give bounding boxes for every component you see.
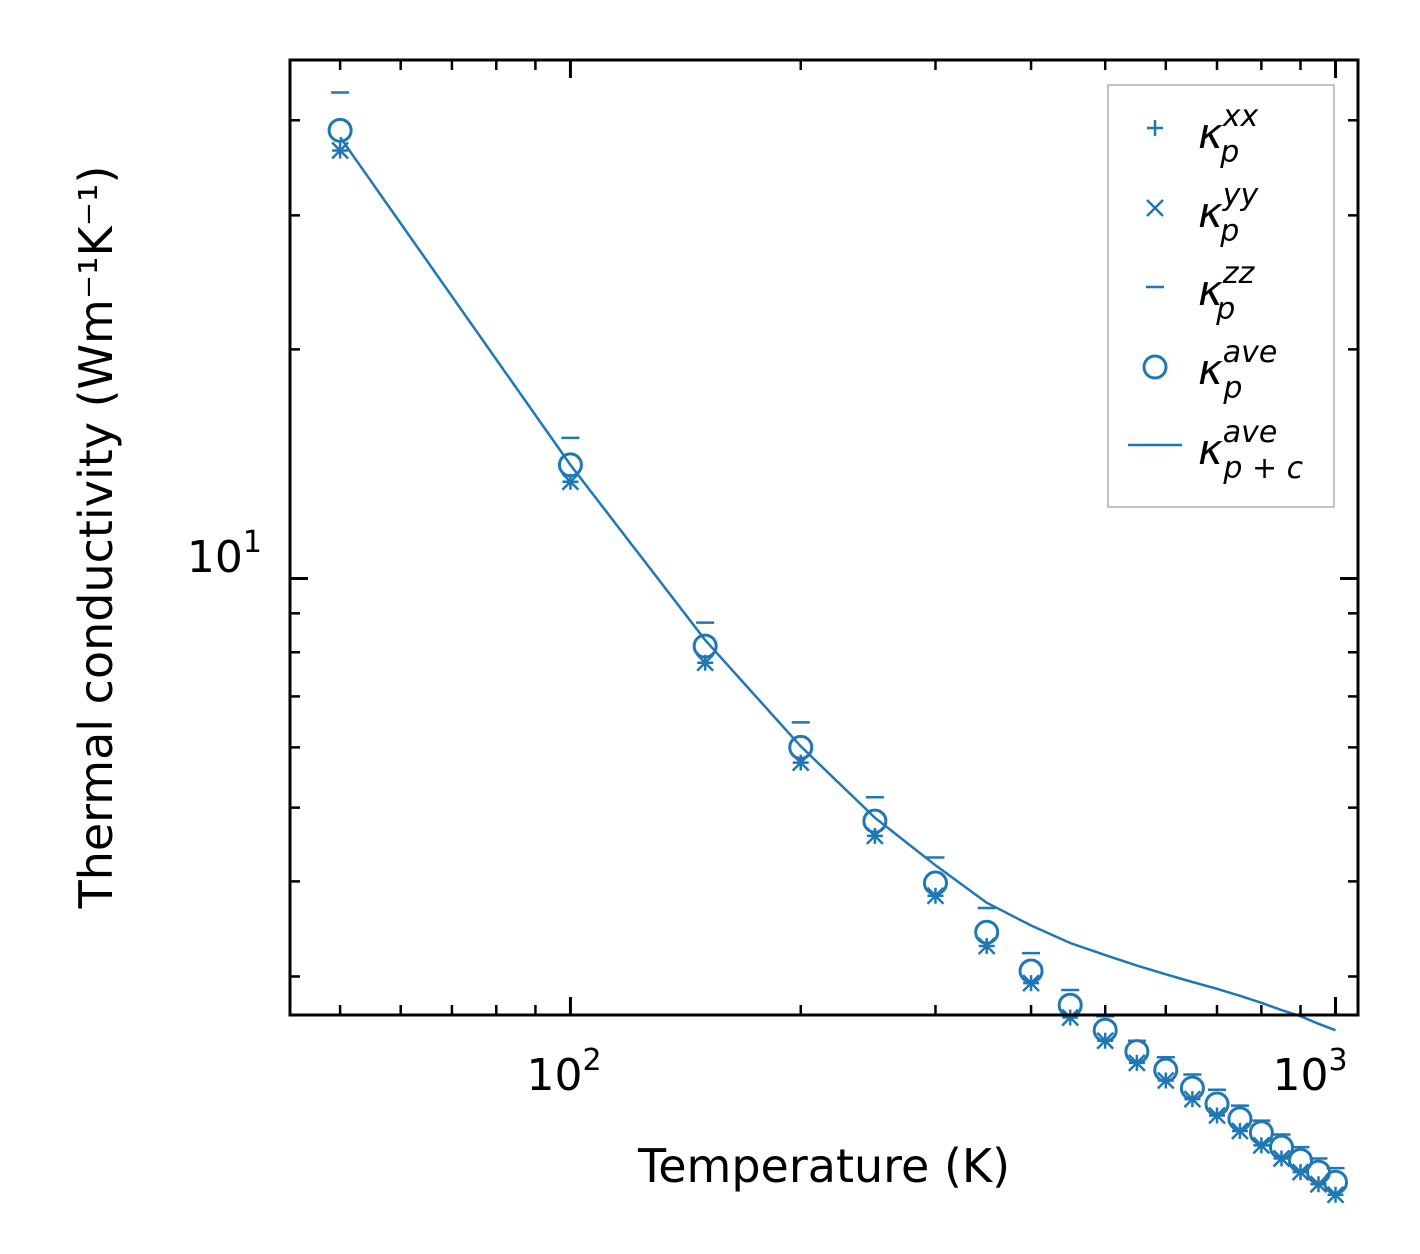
circle: [1288, 1147, 1314, 1173]
legend: κxx p κyy p κzz p κave p κave p + c: [1107, 84, 1335, 508]
data-point: [692, 633, 718, 659]
series-line: [339, 136, 1336, 1032]
data-point: [1248, 1120, 1274, 1146]
x-tick-label-100: 102: [526, 1043, 601, 1101]
legend-marker-plus: [1147, 120, 1163, 136]
axis-ticks: [290, 60, 1358, 1015]
data-point: [974, 919, 1000, 945]
x-axis-title: Temperature (K): [637, 1139, 1010, 1193]
circle: [1227, 1106, 1253, 1132]
legend-box: [1107, 84, 1335, 508]
data-point: [788, 734, 814, 760]
data-point: [1288, 1147, 1314, 1173]
data-point: [557, 452, 583, 478]
data-point: [1124, 1039, 1150, 1065]
data-point: [1153, 1057, 1179, 1083]
circle: [1323, 1169, 1349, 1195]
y-axis-title: Thermal conductivity (Wm⁻¹K⁻¹): [69, 166, 123, 910]
plot-frame: [288, 58, 1360, 1017]
legend-label-yy: κyy p: [1198, 178, 1260, 249]
circle: [1092, 1017, 1118, 1043]
legend-label-xx: κxx p: [1198, 99, 1259, 170]
circle: [922, 870, 948, 896]
data-point: [1227, 1106, 1253, 1132]
data-point: [922, 870, 948, 896]
data-point: [561, 472, 580, 491]
circle: [1142, 354, 1168, 380]
circle: [1179, 1075, 1205, 1101]
circle: [692, 633, 718, 659]
data-point: [1204, 1091, 1230, 1117]
data-point: [862, 808, 888, 834]
series-hline: [331, 91, 1345, 1170]
data-point: [1179, 1075, 1205, 1101]
series-circle: [327, 117, 1349, 1195]
circle: [1204, 1091, 1230, 1117]
legend-label-ave: κave p: [1198, 335, 1277, 406]
circle: [788, 734, 814, 760]
data-point: [926, 886, 945, 905]
x-b: [561, 472, 580, 491]
data-point: [1269, 1134, 1295, 1160]
circle: [1248, 1120, 1274, 1146]
legend-label-zz: κzz p: [1198, 256, 1256, 327]
data-point: [1323, 1169, 1349, 1195]
data-point: [327, 117, 353, 143]
circle: [974, 919, 1000, 945]
circle: [327, 117, 353, 143]
data-point: [1092, 1017, 1118, 1043]
data-point: [1326, 1185, 1345, 1204]
series-line: [339, 136, 1336, 1032]
x-b: [926, 886, 945, 905]
y-tick-label-10: 101: [187, 525, 262, 583]
legend-marker-circle: [1142, 354, 1168, 380]
legend-label-ave-pc: κave p + c: [1198, 415, 1304, 486]
data-point: [1252, 1136, 1271, 1155]
x-b: [1146, 199, 1164, 217]
x-b: [1326, 1185, 1345, 1204]
circle: [1124, 1039, 1150, 1065]
circle: [862, 808, 888, 834]
circle: [1153, 1057, 1179, 1083]
data-point: [1018, 958, 1044, 984]
circle: [1018, 958, 1044, 984]
circle: [1269, 1134, 1295, 1160]
circle: [557, 452, 583, 478]
legend-marker-x: [1146, 199, 1164, 217]
x-b: [1252, 1136, 1271, 1155]
data-series: [327, 91, 1349, 1204]
x-tick-label-1000: 103: [1272, 1043, 1347, 1101]
